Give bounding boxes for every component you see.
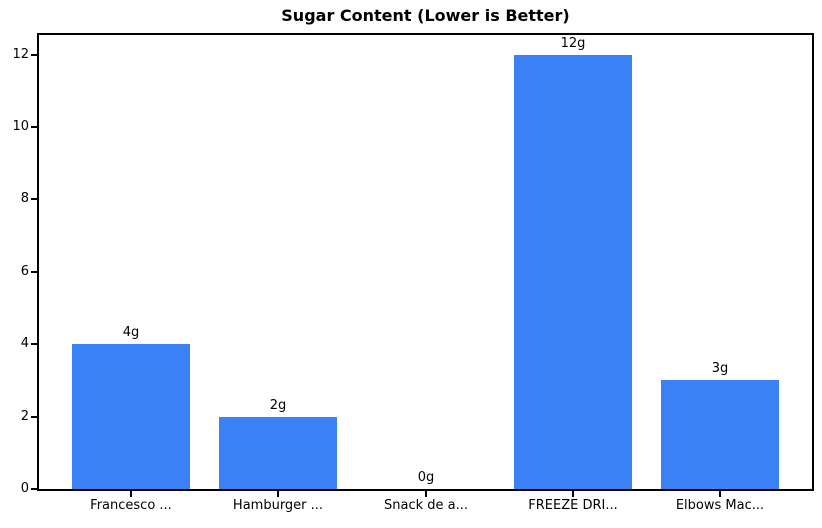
y-tick bbox=[31, 415, 37, 418]
x-tick bbox=[277, 491, 279, 497]
bar-value-label: 3g bbox=[711, 361, 729, 377]
y-tick-label: 0 bbox=[20, 481, 29, 496]
x-tick-label: Snack de a... bbox=[383, 498, 468, 513]
y-tick-label: 8 bbox=[20, 191, 29, 207]
y-tick bbox=[31, 488, 37, 490]
bar-value-label: 12g bbox=[560, 35, 586, 51]
y-tick-label: 4 bbox=[20, 336, 29, 352]
bar-value-label: 4g bbox=[122, 325, 140, 341]
bar bbox=[72, 344, 190, 489]
y-tick-label: 2 bbox=[20, 408, 29, 424]
chart-title: Sugar Content (Lower is Better) bbox=[281, 6, 570, 25]
bar bbox=[661, 380, 779, 489]
y-tick bbox=[31, 53, 37, 56]
bar bbox=[514, 54, 632, 489]
x-tick bbox=[572, 491, 574, 497]
y-tick-label: 12 bbox=[12, 46, 29, 62]
x-tick-label: FREEZE DRI... bbox=[528, 498, 618, 513]
x-tick bbox=[130, 491, 132, 497]
y-tick bbox=[31, 343, 37, 346]
y-tick-label: 6 bbox=[20, 263, 29, 279]
x-tick-label: Francesco ... bbox=[90, 498, 172, 513]
y-tick-label: 10 bbox=[12, 119, 29, 134]
x-tick-label: Hamburger ... bbox=[232, 498, 324, 513]
bar-value-label: 0g bbox=[417, 470, 435, 485]
y-tick bbox=[31, 270, 37, 273]
y-tick bbox=[31, 126, 37, 128]
y-tick bbox=[31, 198, 37, 201]
bar-value-label: 2g bbox=[269, 397, 287, 413]
x-tick-label: Elbows Mac... bbox=[675, 498, 765, 513]
x-tick bbox=[719, 491, 721, 497]
x-tick bbox=[425, 491, 427, 497]
bar bbox=[219, 416, 337, 489]
